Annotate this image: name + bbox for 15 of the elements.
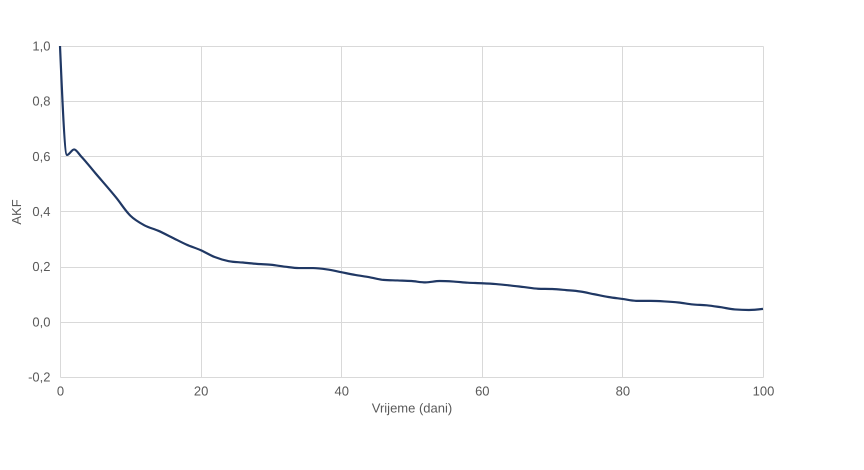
- x-tick-label: 60: [475, 384, 490, 398]
- y-tick-label: 0,6: [32, 148, 50, 164]
- y-tick-label: 0,2: [32, 259, 50, 274]
- x-tick-label: 20: [194, 384, 208, 398]
- y-tick-label: 0,4: [32, 204, 50, 219]
- y-tick-label: -0,2: [28, 370, 50, 384]
- x-axis-title: Vrijeme (dani): [372, 400, 452, 416]
- x-tick-label: 40: [334, 384, 349, 398]
- y-tick-label: 0,0: [32, 314, 50, 330]
- y-tick-label: 1,0: [32, 38, 50, 54]
- y-axis-title: AKF: [9, 199, 24, 225]
- x-tick-label: 100: [752, 384, 774, 398]
- x-tick-label: 0: [56, 384, 64, 398]
- y-tick-label: 0,8: [32, 94, 50, 109]
- x-tick-label: 80: [616, 384, 630, 398]
